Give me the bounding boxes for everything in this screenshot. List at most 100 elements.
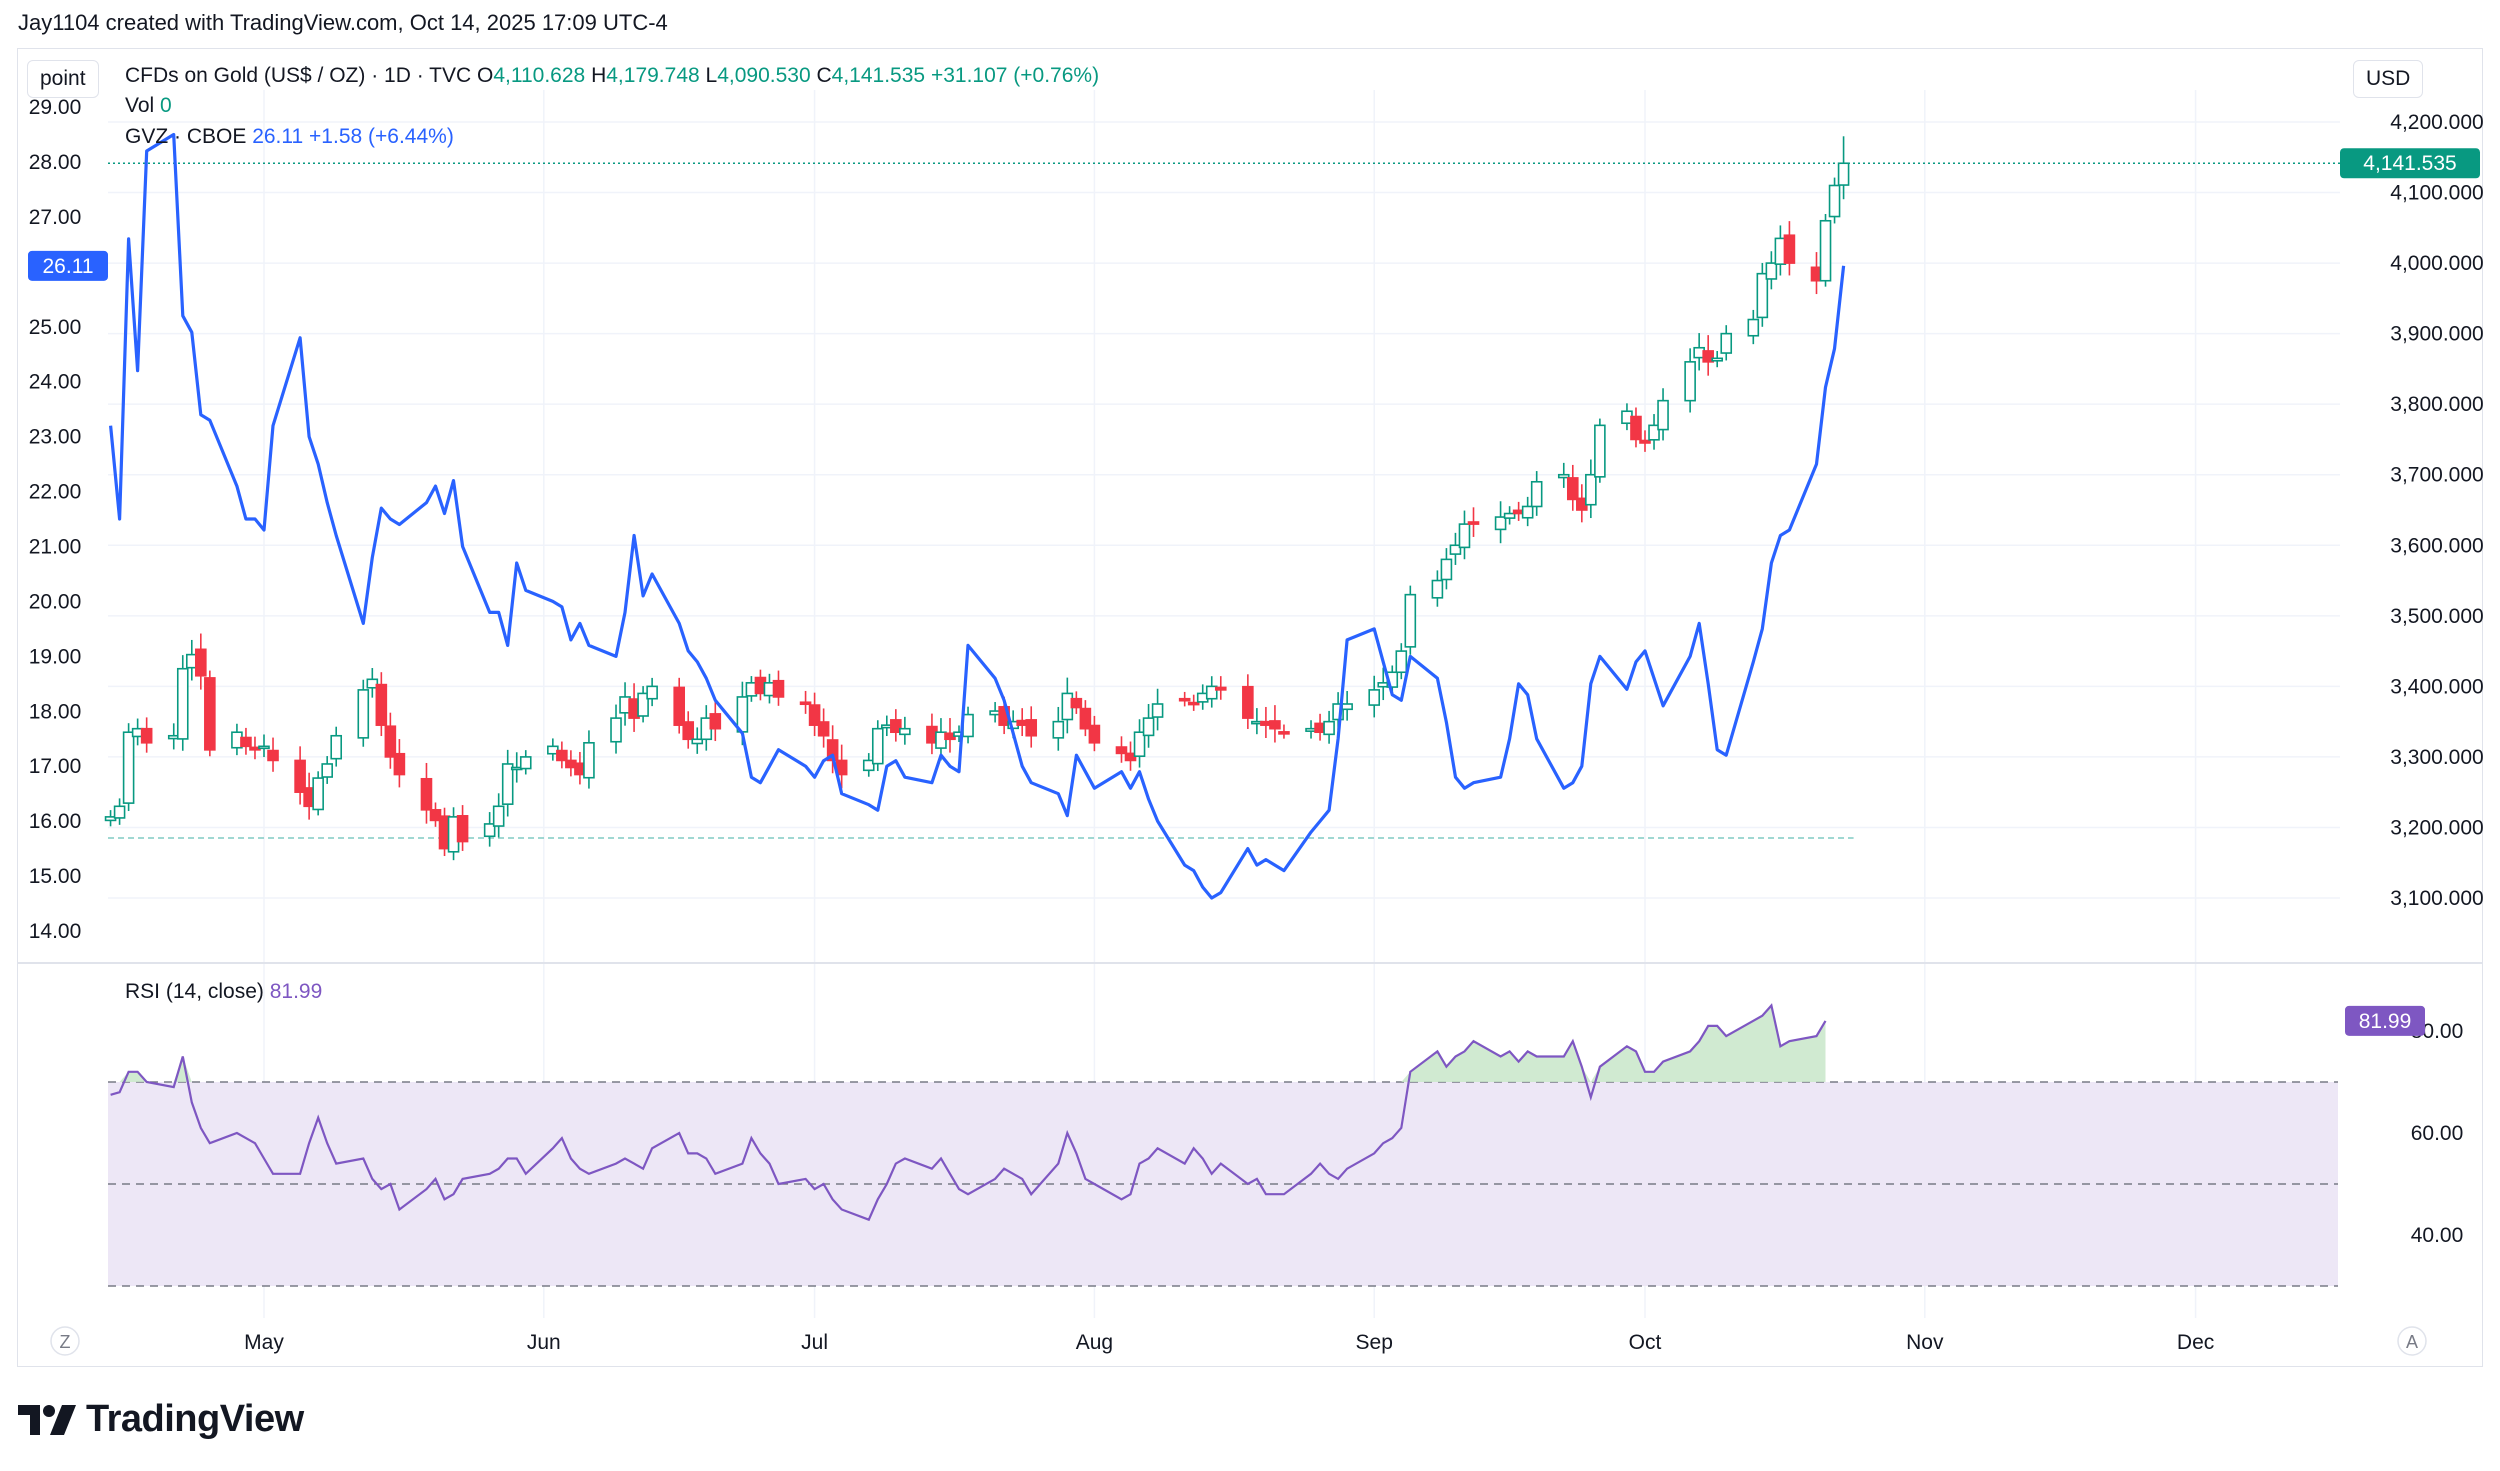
candle bbox=[871, 720, 884, 772]
candle bbox=[1440, 548, 1453, 590]
price-badge-bg bbox=[2340, 148, 2480, 179]
candle-body bbox=[429, 809, 442, 822]
chart-frame bbox=[17, 48, 2483, 1367]
candle bbox=[673, 677, 686, 734]
right-scale-label[interactable]: USD bbox=[2353, 60, 2424, 98]
candle bbox=[610, 704, 622, 754]
zoom-button[interactable]: Z bbox=[50, 1326, 80, 1356]
candle bbox=[501, 749, 514, 817]
candle-body bbox=[1115, 746, 1128, 755]
x-tick-label: Sep bbox=[1356, 1331, 1393, 1354]
candle-body bbox=[890, 719, 902, 734]
rsi-tick-label: 60.00 bbox=[2411, 1122, 2464, 1145]
attribution-text: Jay1104 created with TradingView.com, Oc… bbox=[18, 10, 668, 35]
gvz-legend[interactable]: GVZ · CBOE 26.11 +1.58 (+6.44%) bbox=[125, 125, 454, 149]
gvz-badge-bg bbox=[28, 250, 108, 281]
candle bbox=[691, 727, 704, 754]
candle bbox=[1052, 706, 1065, 751]
candle-body bbox=[1639, 439, 1651, 444]
candle-body bbox=[1404, 593, 1417, 648]
left-y-tick-label: 16.00 bbox=[29, 810, 82, 833]
candle-body bbox=[610, 717, 622, 743]
candle-body bbox=[1323, 720, 1335, 736]
candle-body bbox=[1242, 685, 1254, 719]
candle bbox=[483, 812, 496, 847]
candle-body bbox=[799, 701, 812, 706]
candle bbox=[1594, 418, 1606, 483]
candle bbox=[1142, 704, 1155, 748]
candle bbox=[429, 802, 442, 827]
candle-body bbox=[1594, 424, 1606, 478]
candle bbox=[1765, 251, 1778, 290]
candle-body bbox=[1368, 689, 1381, 706]
candle-body bbox=[483, 823, 496, 838]
right-y-tick-label: 3,700.000 bbox=[2390, 464, 2483, 487]
candle bbox=[583, 730, 595, 789]
candle-body bbox=[384, 725, 397, 758]
vol-label: Vol bbox=[125, 94, 155, 117]
candle-body bbox=[556, 749, 568, 762]
candle-body bbox=[682, 721, 695, 741]
candle bbox=[1070, 691, 1083, 714]
candle-body bbox=[122, 731, 135, 804]
candle bbox=[890, 709, 902, 742]
candle bbox=[808, 692, 821, 737]
left-y-tick-label: 27.00 bbox=[29, 206, 82, 229]
left-scale-label[interactable]: point bbox=[27, 60, 99, 98]
low-value: 4,090.530 bbox=[717, 64, 811, 87]
candle bbox=[357, 679, 370, 747]
candle bbox=[113, 798, 126, 825]
x-tick-label: Nov bbox=[1906, 1331, 1944, 1354]
candle bbox=[267, 737, 279, 772]
candle-body bbox=[871, 727, 884, 765]
candle bbox=[330, 726, 343, 767]
candle bbox=[492, 793, 505, 838]
tradingview-logo: TradingView bbox=[18, 1398, 304, 1441]
vol-value: 0 bbox=[160, 94, 172, 117]
candle-body bbox=[1133, 731, 1146, 758]
candle bbox=[1205, 676, 1218, 708]
candle-body bbox=[1494, 516, 1507, 531]
candle bbox=[1557, 462, 1570, 488]
brand-name: TradingView bbox=[86, 1398, 304, 1440]
candle bbox=[1214, 676, 1227, 700]
left-y-tick-label: 17.00 bbox=[29, 755, 82, 778]
candle bbox=[637, 686, 649, 723]
main-legend[interactable]: CFDs on Gold (US$ / OZ) · 1D · TVC O4,11… bbox=[125, 64, 1099, 88]
right-y-tick-label: 3,500.000 bbox=[2390, 605, 2483, 628]
candle-body bbox=[1151, 703, 1164, 718]
candle bbox=[772, 670, 785, 706]
auto-scale-button[interactable]: A bbox=[2397, 1326, 2427, 1356]
candle-body bbox=[583, 741, 595, 779]
candle-body bbox=[1585, 473, 1597, 506]
volume-legend[interactable]: Vol 0 bbox=[125, 94, 172, 118]
candle bbox=[1585, 459, 1597, 519]
candle bbox=[682, 711, 695, 749]
candle-body bbox=[1765, 262, 1778, 280]
candle-body bbox=[646, 685, 658, 700]
candle bbox=[1278, 724, 1290, 739]
candle-body bbox=[1819, 219, 1832, 282]
right-y-tick-label: 3,300.000 bbox=[2390, 746, 2483, 769]
candle bbox=[709, 699, 722, 742]
candle-body bbox=[1269, 720, 1281, 730]
candle-body bbox=[1142, 717, 1155, 737]
gvz-badge: 26.11 bbox=[28, 250, 108, 281]
zoom-button-label: Z bbox=[60, 1332, 71, 1352]
candle-body bbox=[772, 679, 785, 698]
candle bbox=[1079, 700, 1092, 737]
rsi-value: 81.99 bbox=[269, 980, 323, 1003]
rsi-legend[interactable]: RSI (14, close) 81.99 bbox=[125, 980, 322, 1004]
gvz-badge-text: 26.11 bbox=[43, 255, 94, 278]
candle-body bbox=[1566, 477, 1579, 501]
candle-body bbox=[1332, 703, 1344, 721]
candle-body bbox=[1431, 579, 1444, 599]
candlestick-series bbox=[104, 136, 1850, 861]
candle-body bbox=[204, 677, 216, 751]
candle bbox=[1720, 325, 1733, 361]
gvz-change: +1.58 (+6.44%) bbox=[309, 125, 454, 148]
right-y-tick-label: 3,800.000 bbox=[2390, 393, 2483, 416]
candle bbox=[312, 771, 324, 816]
candle bbox=[122, 723, 135, 812]
